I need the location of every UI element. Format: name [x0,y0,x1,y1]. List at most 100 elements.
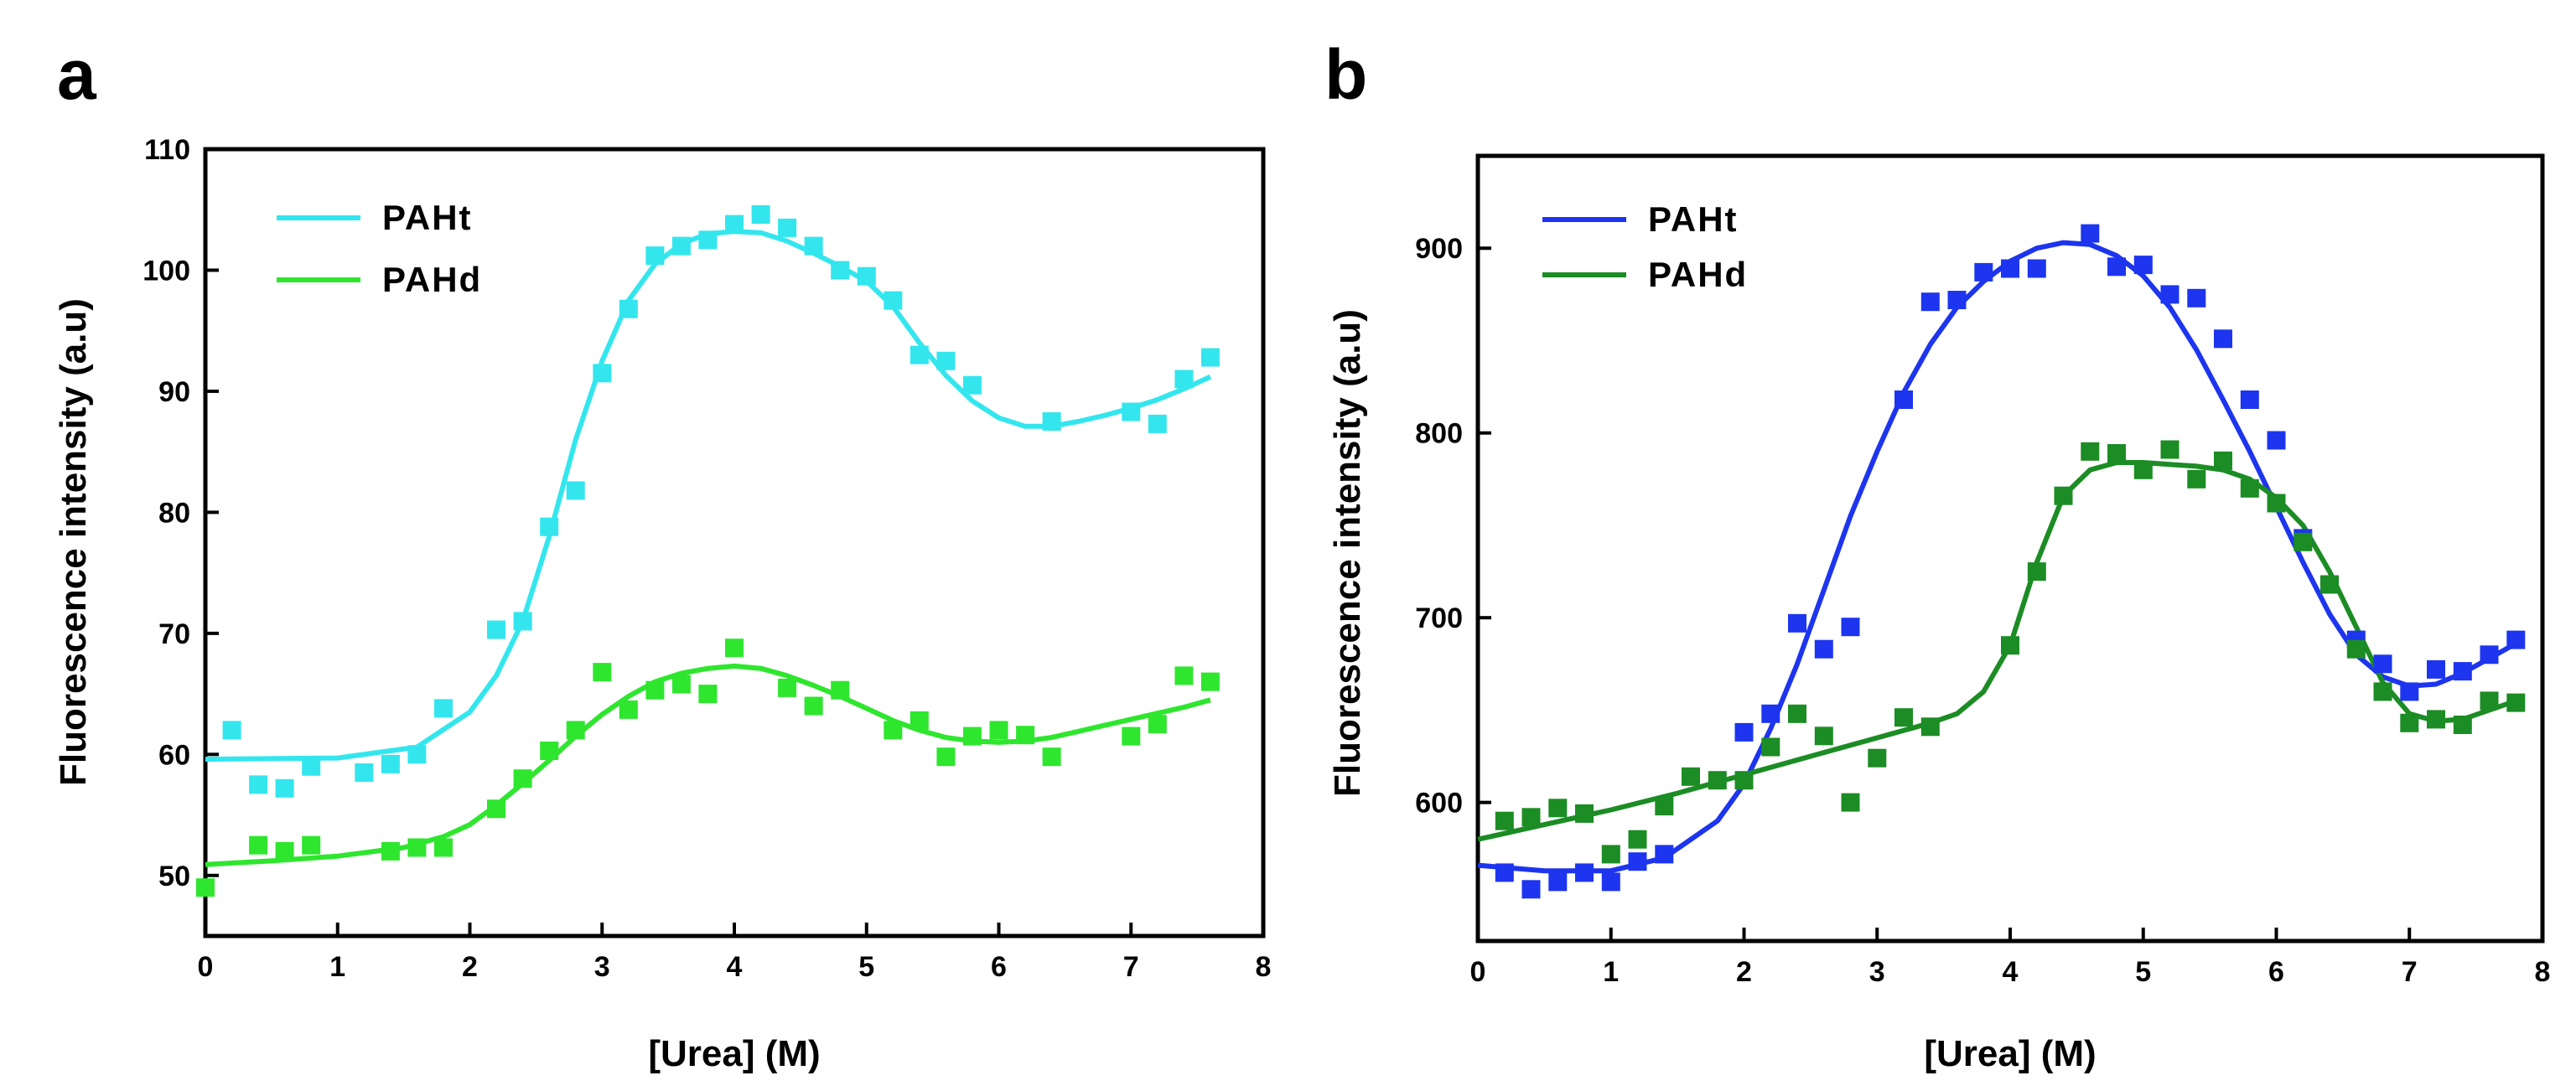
data-point-b-pahd-12 [1814,726,1833,746]
data-point-a-paht-9 [513,612,532,631]
data-point-a-paht-14 [645,246,665,266]
data-point-a-pahd-15 [698,685,718,704]
data-point-b-pahd-14 [1868,748,1887,768]
data-point-b-paht-31 [2453,662,2472,681]
data-point-a-pahd-10 [566,721,585,740]
data-point-b-pahd-36 [2506,693,2526,712]
data-point-b-paht-20 [2133,256,2153,275]
data-point-a-pahd-14 [671,675,691,694]
data-point-a-paht-8 [487,620,505,639]
data-point-b-pahd-34 [2453,716,2472,734]
data-point-a-paht-22 [857,266,876,286]
data-point-b-paht-11 [1841,618,1860,637]
y-axis-title-b: Fluorescence intensity (a.u) [1327,309,1368,797]
data-point-a-pahd-25 [1016,726,1035,745]
data-point-a-paht-28 [1122,402,1141,421]
legend-a: PAHt PAHd [277,198,482,299]
y-tick-label-b-2: 800 [1415,418,1463,450]
data-point-a-paht-29 [1148,414,1167,433]
data-point-b-paht-22 [2187,288,2206,308]
plot-frame-a [203,147,1266,938]
data-point-a-pahd-1 [249,835,268,855]
data-point-a-paht-24 [910,345,929,365]
x-tick-label-a-7: 7 [1123,951,1139,983]
panel-a: a 0 1 2 3 4 5 6 7 8 50 60 70 80 90 100 110 PAHt PAHd [Ur… [53,35,1271,1074]
legend-label-a-paht: PAHt [382,198,473,237]
data-point-b-pahd-16 [1920,717,1940,737]
data-point-a-pahd-6 [434,838,453,857]
fit-line-b-paht [1477,240,2517,874]
data-point-b-paht-28 [2373,654,2392,674]
data-point-b-pahd-21 [2107,444,2126,463]
data-point-b-pahd-26 [2240,478,2259,498]
data-point-b-pahd-15 [1894,708,1913,727]
data-point-a-pahd-18 [804,696,823,716]
data-point-b-paht-4 [1601,872,1620,892]
y-tick-label-b-0: 600 [1415,788,1463,820]
x-tick-label-b-5: 5 [2135,956,2151,988]
x-tick-label-a-2: 2 [462,951,478,983]
data-point-b-pahd-3 [1575,804,1594,823]
x-tick-label-b-3: 3 [1869,956,1885,988]
data-point-b-paht-29 [2400,682,2419,701]
data-point-a-pahd-22 [936,747,956,767]
tick-marks-a [204,147,1265,936]
data-point-b-paht-16 [2001,259,2019,278]
data-point-a-paht-4 [355,763,374,782]
y-tick-label-a-5: 100 [143,255,190,287]
x-tick-label-b-0: 0 [1470,956,1486,988]
data-point-a-paht-5 [381,754,400,773]
data-point-a-paht-10 [540,517,559,536]
data-point-b-pahd-19 [2054,486,2073,505]
y-tick-label-a-6: 110 [144,134,190,166]
data-points-a [196,205,1220,897]
fit-line-a-pahd [205,663,1211,867]
data-point-b-pahd-6 [1655,797,1674,816]
data-point-b-pahd-9 [1734,771,1754,790]
data-point-a-paht-19 [778,218,797,237]
y-axis-title-a: Fluorescence intensity (a.u) [53,298,94,786]
data-point-b-paht-17 [2027,259,2046,278]
data-point-a-pahd-16 [725,639,744,658]
x-tick-label-b-6: 6 [2268,956,2284,988]
data-point-b-pahd-29 [2320,575,2339,594]
data-point-b-pahd-17 [2001,636,2019,655]
x-tick-label-a-1: 1 [329,951,345,983]
panel-letter-a: a [57,35,97,114]
data-point-b-paht-33 [2506,630,2526,649]
data-point-b-paht-12 [1894,390,1913,409]
data-point-a-pahd-20 [884,721,903,740]
legend-label-a-pahd: PAHd [382,260,482,299]
x-axis-title-a: [Urea] (M) [648,1033,820,1074]
data-point-b-paht-3 [1575,863,1594,882]
data-point-a-paht-12 [593,364,612,383]
data-point-b-pahd-7 [1682,767,1700,786]
y-tick-label-a-1: 60 [158,739,190,771]
data-point-a-paht-6 [407,745,427,764]
data-point-a-paht-1 [249,775,268,794]
data-point-a-paht-7 [434,699,453,718]
data-point-b-paht-13 [1920,292,1940,312]
x-tick-label-b-1: 1 [1603,956,1619,988]
x-tick-label-a-0: 0 [198,951,214,983]
data-point-b-pahd-1 [1521,808,1541,827]
data-point-b-pahd-11 [1788,704,1806,723]
data-point-a-pahd-3 [302,835,321,855]
data-point-a-paht-21 [831,261,850,280]
data-point-b-pahd-13 [1841,793,1860,812]
data-point-b-paht-30 [2427,659,2445,679]
data-point-b-pahd-23 [2160,440,2179,459]
x-tick-label-a-4: 4 [727,951,743,983]
data-point-b-paht-9 [1788,613,1806,633]
legend-label-b-paht: PAHt [1648,199,1739,239]
x-tick-label-b-8: 8 [2535,956,2551,988]
data-point-a-paht-25 [936,351,956,370]
tick-labels-a: 0 1 2 3 4 5 6 7 8 50 60 70 80 90 100 110 [143,134,1271,983]
x-tick-label-a-5: 5 [858,951,874,983]
data-point-a-paht-26 [962,375,982,395]
data-points-b [1495,224,2526,899]
data-point-b-pahd-30 [2346,639,2366,659]
data-point-b-pahd-35 [2480,691,2499,711]
data-point-a-paht-20 [804,236,823,256]
data-point-b-pahd-31 [2373,682,2392,701]
